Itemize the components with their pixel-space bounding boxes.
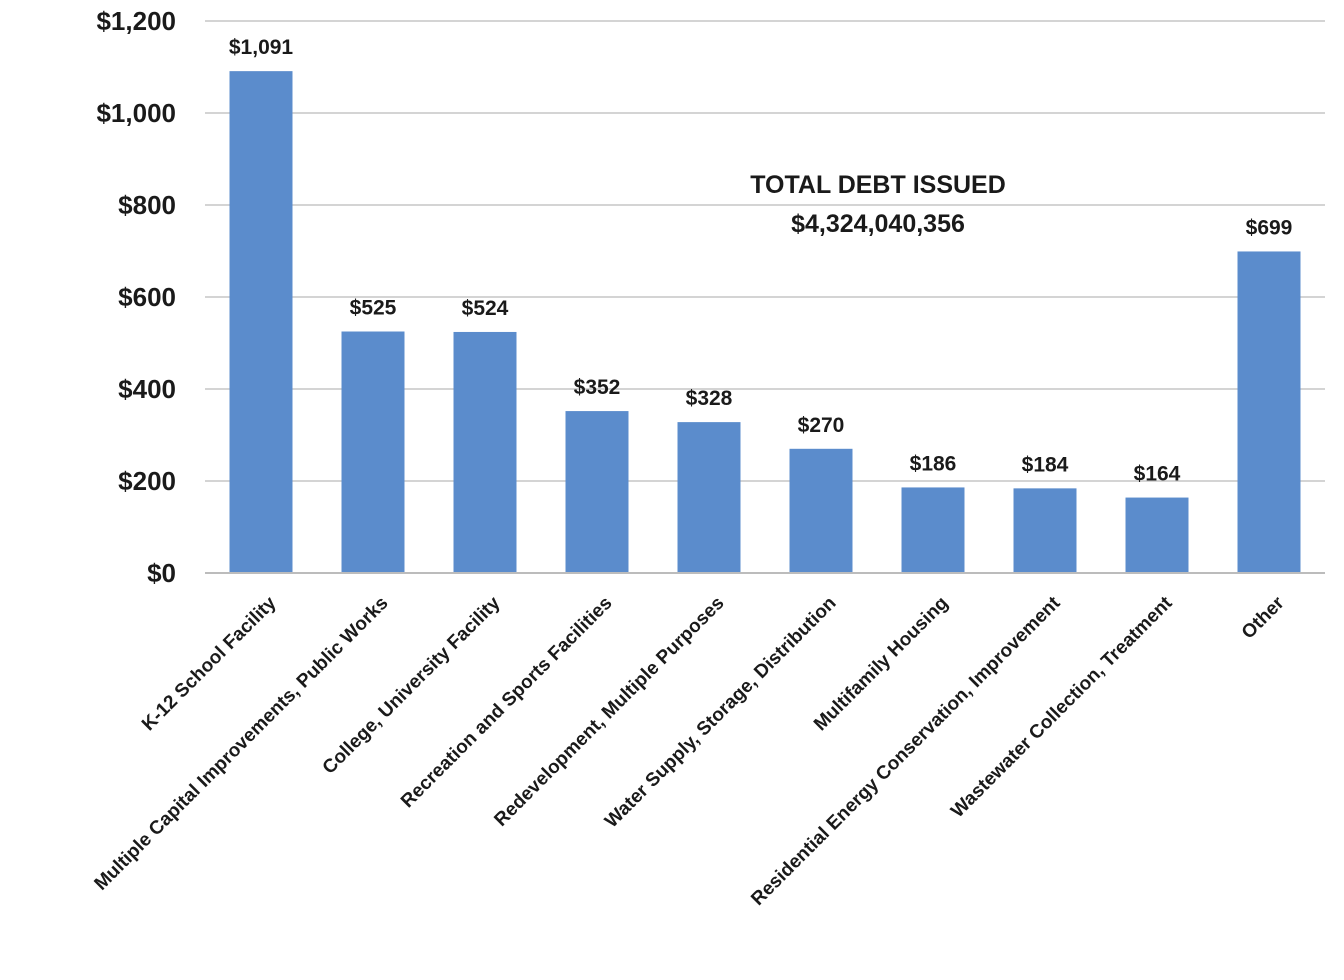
y-tick-label: $200	[118, 466, 176, 496]
bar-value-label: $328	[686, 387, 733, 410]
bar-value-label: $699	[1246, 216, 1293, 239]
bar-value-label: $164	[1134, 463, 1181, 486]
x-category-label: Wastewater Collection, Treatment	[947, 592, 1177, 822]
bar	[1013, 488, 1077, 573]
bar	[677, 422, 741, 573]
bar-value-label: $186	[910, 452, 957, 475]
bar	[341, 331, 405, 573]
x-category-label: Other	[1238, 592, 1289, 643]
y-tick-label: $600	[118, 282, 176, 312]
bar	[1237, 251, 1301, 573]
y-tick-label: $400	[118, 374, 176, 404]
y-tick-label: $0	[147, 558, 176, 588]
bar-value-label: $1,091	[229, 36, 294, 59]
total-debt-annotation: TOTAL DEBT ISSUED $4,324,040,356	[750, 171, 1006, 238]
x-category-label: College, University Facility	[319, 592, 505, 778]
total-debt-heading: TOTAL DEBT ISSUED	[750, 171, 1006, 199]
total-debt-amount: $4,324,040,356	[791, 210, 965, 238]
bar	[229, 71, 293, 573]
bar	[453, 331, 517, 573]
x-category-label: Water Supply, Storage, Distribution	[601, 593, 841, 833]
bar-value-label: $525	[350, 297, 397, 320]
bars	[229, 71, 1301, 573]
x-category-label: Recreation and Sports Facilities	[397, 593, 616, 812]
bar-value-label: $352	[574, 376, 621, 399]
bar	[901, 487, 965, 573]
y-tick-label: $1,200	[96, 6, 176, 36]
y-tick-label: $1,000	[96, 98, 176, 128]
bar	[565, 411, 629, 573]
bar-value-label: $524	[462, 297, 509, 320]
bar-value-label: $184	[1022, 453, 1069, 476]
y-tick-label: $800	[118, 190, 176, 220]
y-axis-ticks: $0 $200 $400 $600 $800 $1,000 $1,200	[96, 6, 176, 588]
bar	[1125, 497, 1189, 573]
x-category-label: Redevelopment, Multiple Purposes	[490, 593, 728, 831]
bar-value-label: $270	[798, 414, 845, 437]
bar	[789, 448, 853, 573]
data-labels: $1,091 $525 $524 $352 $328 $270 $186 $184 $164 $6…	[229, 36, 1292, 485]
